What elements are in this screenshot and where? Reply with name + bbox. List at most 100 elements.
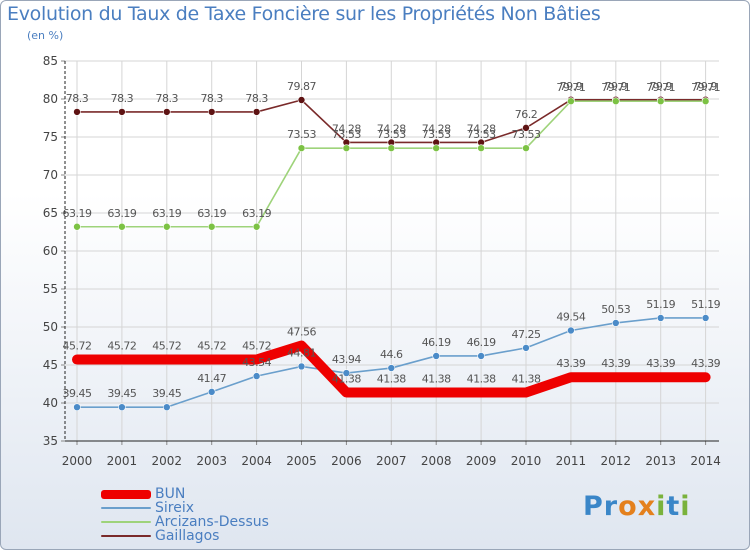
data-label-bun-2010: 41.38: [512, 373, 541, 386]
x-tick-label-2010: 2010: [511, 454, 542, 468]
data-label-sireix-2008: 46.19: [422, 336, 451, 349]
x-tick-label-2006: 2006: [331, 454, 362, 468]
data-point-sireix-2003: [207, 388, 216, 396]
data-label-gaillagos-2012: 79.9: [605, 80, 628, 93]
data-point-gaillagos-2004: [252, 108, 261, 116]
data-point-sireix-2013: [656, 314, 665, 322]
x-tick-label-2007: 2007: [376, 454, 407, 468]
data-point-arcizans-dessus-2013: [656, 97, 665, 106]
y-tick-label-45: 45: [43, 358, 58, 372]
data-label-bun-2000: 45.72: [63, 340, 92, 353]
data-label-bun-2008: 41.38: [422, 373, 451, 386]
data-point-sireix-2000: [73, 403, 81, 411]
y-tick-label-55: 55: [43, 282, 58, 296]
data-label-arcizans-dessus-2005: 73.53: [287, 128, 316, 141]
data-label-arcizans-dessus-2012: 79.71: [601, 81, 630, 94]
y-tick-label-70: 70: [43, 168, 58, 182]
data-label-bun-2007: 41.38: [377, 373, 406, 386]
data-label-arcizans-dessus-2009: 73.53: [467, 128, 496, 141]
legend-swatch-arcizans-dessus: [101, 521, 151, 523]
data-point-sireix-2010: [522, 344, 530, 352]
data-point-sireix-2005: [297, 362, 306, 371]
x-tick-label-2002: 2002: [152, 454, 183, 468]
y-tick-label-35: 35: [43, 434, 58, 448]
data-label-gaillagos-2010: 76.2: [515, 108, 538, 121]
y-tick-label-60: 60: [43, 244, 58, 258]
data-label-sireix-2013: 51.19: [646, 298, 675, 311]
proxiti-logo: Proxiti: [583, 491, 691, 522]
data-label-sireix-2014: 51.19: [691, 298, 720, 311]
data-point-arcizans-dessus-2007: [387, 144, 396, 152]
y-tick-label-40: 40: [43, 396, 58, 410]
data-label-bun-2011: 43.39: [556, 357, 585, 370]
data-label-bun-2002: 45.72: [152, 340, 181, 353]
data-point-arcizans-dessus-2002: [163, 222, 171, 231]
data-label-gaillagos-2006: 74.28: [332, 122, 361, 135]
data-label-sireix-2000: 39.45: [63, 387, 92, 400]
data-label-gaillagos-2011: 79.9: [560, 80, 583, 93]
y-tick-label-85: 85: [43, 54, 58, 68]
x-tick-label-2003: 2003: [196, 454, 227, 468]
data-point-arcizans-dessus-2004: [252, 222, 261, 231]
data-label-bun-2006: 41.38: [332, 373, 361, 386]
legend-swatch-bun: [101, 489, 151, 499]
data-label-arcizans-dessus-2000: 63.19: [63, 207, 92, 220]
data-label-gaillagos-2005: 79.87: [287, 80, 316, 93]
data-label-sireix-2002: 39.45: [152, 387, 181, 400]
data-label-sireix-2001: 39.45: [107, 387, 136, 400]
legend-swatch-sireix: [101, 507, 151, 509]
data-point-sireix-2001: [118, 403, 126, 411]
data-label-gaillagos-2002: 78.3: [156, 92, 179, 105]
data-point-gaillagos-2005: [297, 96, 306, 104]
data-point-arcizans-dessus-2008: [432, 144, 441, 152]
data-point-sireix-2011: [567, 326, 575, 335]
data-point-sireix-2004: [252, 372, 261, 380]
data-label-sireix-2005: 44.81: [287, 346, 316, 359]
legend-item-gaillagos: Gaillagos: [101, 528, 269, 544]
data-point-sireix-2007: [387, 364, 396, 372]
data-label-arcizans-dessus-2010: 73.53: [512, 128, 541, 141]
x-tick-label-2004: 2004: [241, 454, 272, 468]
legend-label-arcizans-dessus: Arcizans-Dessus: [155, 514, 269, 530]
data-point-arcizans-dessus-2003: [207, 222, 216, 231]
chart-subtitle: (en %): [27, 29, 64, 42]
legend: BUN Sireix Arcizans-Dessus Gaillagos: [101, 486, 269, 544]
data-point-arcizans-dessus-2010: [522, 144, 530, 152]
data-point-arcizans-dessus-2009: [477, 144, 485, 152]
data-label-sireix-2007: 44.6: [380, 348, 403, 361]
data-point-arcizans-dessus-2014: [701, 97, 710, 106]
data-point-sireix-2002: [163, 403, 171, 411]
data-label-arcizans-dessus-2003: 63.19: [197, 207, 226, 220]
data-label-sireix-2012: 50.53: [601, 303, 630, 316]
data-label-sireix-2009: 46.19: [467, 336, 496, 349]
data-label-arcizans-dessus-2011: 79.71: [556, 81, 585, 94]
data-label-sireix-2003: 41.47: [197, 372, 226, 385]
data-label-gaillagos-2004: 78.3: [245, 92, 268, 105]
x-tick-label-2001: 2001: [107, 454, 138, 468]
data-point-arcizans-dessus-2000: [73, 222, 81, 231]
data-label-arcizans-dessus-2014: 79.71: [691, 81, 720, 94]
data-point-sireix-2008: [432, 352, 441, 360]
x-tick-label-2000: 2000: [62, 454, 93, 468]
x-tick-label-2014: 2014: [690, 454, 721, 468]
x-tick-label-2009: 2009: [466, 454, 497, 468]
y-tick-label-75: 75: [43, 130, 58, 144]
data-point-arcizans-dessus-2011: [567, 97, 575, 106]
data-point-gaillagos-2002: [163, 108, 171, 116]
legend-item-arcizans-dessus: Arcizans-Dessus: [101, 514, 269, 530]
data-point-gaillagos-2000: [73, 108, 81, 116]
data-label-sireix-2004: 43.54: [242, 356, 271, 369]
data-point-arcizans-dessus-2005: [297, 144, 306, 152]
data-label-gaillagos-2014: 79.9: [694, 80, 717, 93]
data-label-bun-2001: 45.72: [107, 340, 136, 353]
legend-item-sireix: Sireix: [101, 500, 269, 516]
data-point-sireix-2012: [611, 319, 620, 327]
data-point-gaillagos-2010: [522, 124, 530, 132]
legend-label-gaillagos: Gaillagos: [155, 528, 220, 544]
data-label-arcizans-dessus-2013: 79.71: [646, 81, 675, 94]
data-label-arcizans-dessus-2007: 73.53: [377, 128, 406, 141]
data-point-sireix-2006: [342, 369, 351, 377]
data-point-arcizans-dessus-2006: [342, 144, 351, 152]
